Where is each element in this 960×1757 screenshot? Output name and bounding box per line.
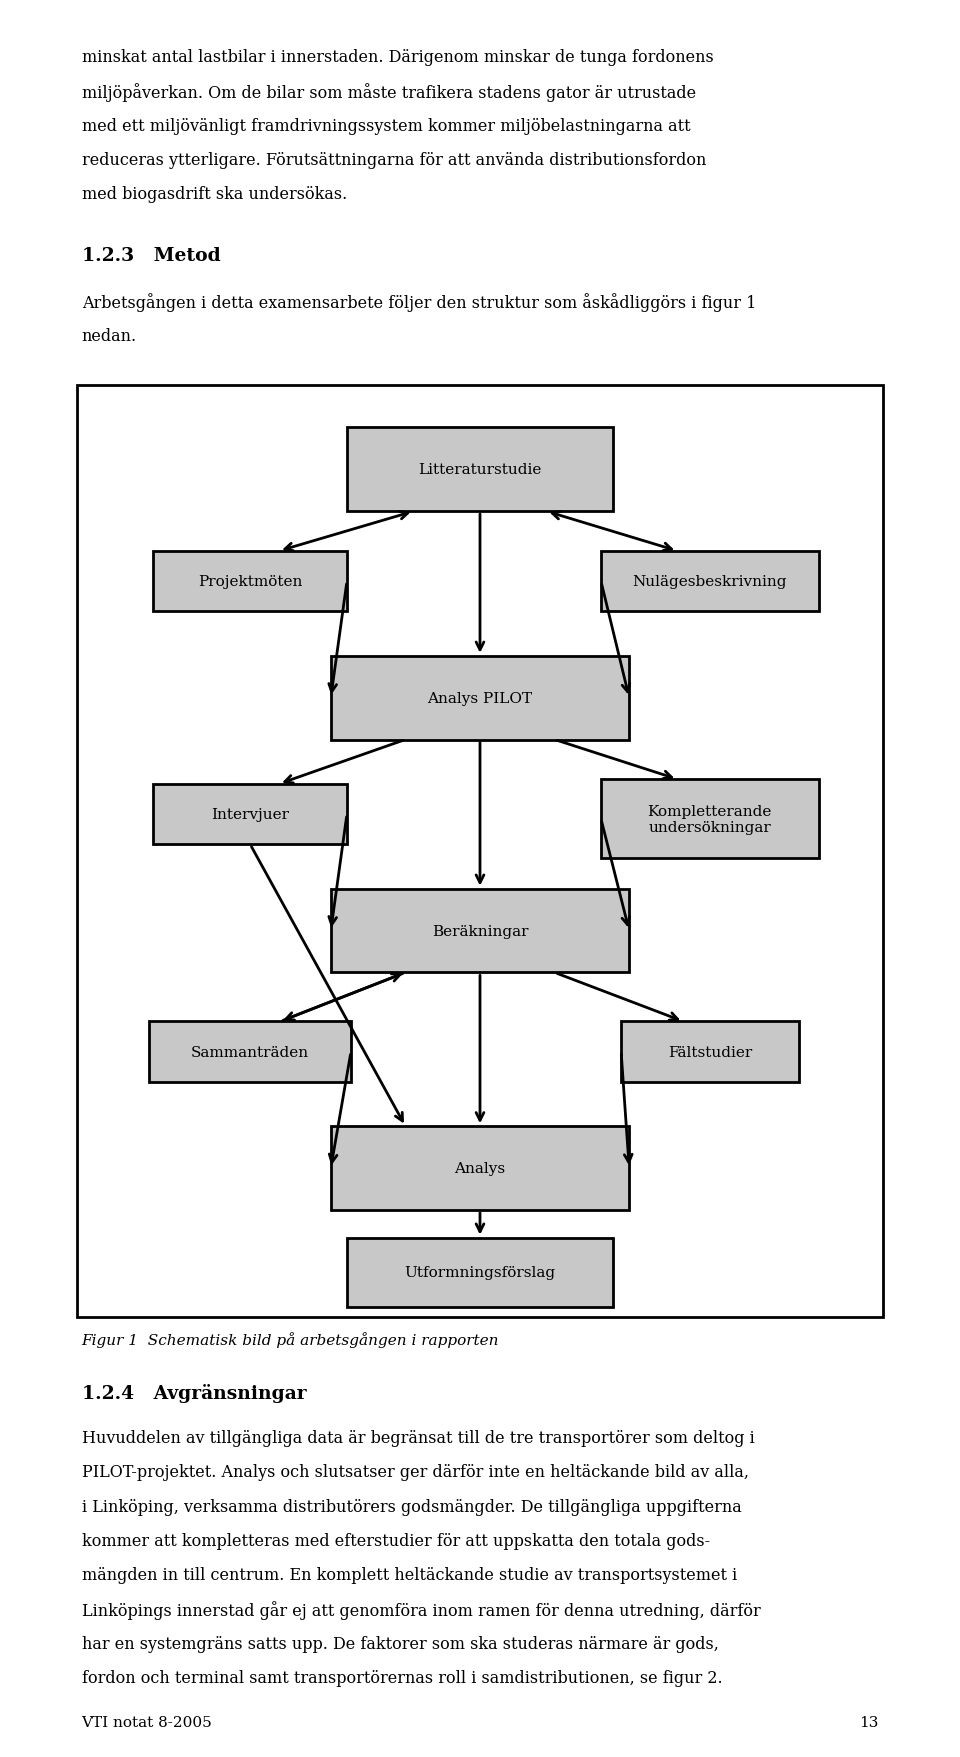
Text: kommer att kompletteras med efterstudier för att uppskatta den totala gods-: kommer att kompletteras med efterstudier… [82,1532,709,1550]
Bar [331,657,629,740]
Text: Projektmöten: Projektmöten [198,575,302,589]
Text: Nulägesbeskrivning: Nulägesbeskrivning [633,575,787,589]
Text: Sammanträden: Sammanträden [191,1045,309,1059]
Text: Figur 1  Schematisk bild på arbetsgången i rapporten: Figur 1 Schematisk bild på arbetsgången … [82,1332,499,1348]
Text: Utformningsförslag: Utformningsförslag [404,1265,556,1279]
Bar [77,387,883,1318]
Bar [154,784,347,845]
Bar [150,1023,351,1082]
Bar [331,1126,629,1211]
Bar [601,780,819,859]
Text: Arbetsgången i detta examensarbete följer den struktur som åskådliggörs i figur : Arbetsgången i detta examensarbete följe… [82,293,756,313]
Bar [347,1239,613,1307]
Bar [154,552,347,611]
Text: VTI notat 8-2005: VTI notat 8-2005 [82,1715,212,1729]
Bar [621,1023,799,1082]
Text: i Linköping, verksamma distributörers godsmängder. De tillgängliga uppgifterna: i Linköping, verksamma distributörers go… [82,1497,741,1515]
Text: Linköpings innerstad går ej att genomföra inom ramen för denna utredning, därför: Linköpings innerstad går ej att genomför… [82,1601,760,1620]
Text: minskat antal lastbilar i innerstaden. Därigenom minskar de tunga fordonens: minskat antal lastbilar i innerstaden. D… [82,49,713,67]
Text: Intervjuer: Intervjuer [211,808,289,822]
Text: 1.2.4   Avgränsningar: 1.2.4 Avgränsningar [82,1383,306,1402]
Bar [601,552,819,611]
Text: har en systemgräns satts upp. De faktorer som ska studeras närmare är gods,: har en systemgräns satts upp. De faktore… [82,1634,718,1652]
Text: reduceras ytterligare. Förutsättningarna för att använda distributionsfordon: reduceras ytterligare. Förutsättningarna… [82,151,706,169]
Text: Analys: Analys [454,1161,506,1175]
Text: mängden in till centrum. En komplett heltäckande studie av transportsystemet i: mängden in till centrum. En komplett hel… [82,1565,737,1583]
Text: PILOT-projektet. Analys och slutsatser ger därför inte en heltäckande bild av al: PILOT-projektet. Analys och slutsatser g… [82,1464,749,1481]
Text: med ett miljövänligt framdrivningssystem kommer miljöbelastningarna att: med ett miljövänligt framdrivningssystem… [82,118,690,135]
Bar [347,429,613,511]
Text: Beräkningar: Beräkningar [432,924,528,938]
Text: Huvuddelen av tillgängliga data är begränsat till de tre transportörer som delto: Huvuddelen av tillgängliga data är begrä… [82,1428,755,1446]
Text: Kompletterande
undersökningar: Kompletterande undersökningar [648,805,772,835]
Text: 1.2.3   Metod: 1.2.3 Metod [82,246,221,265]
Text: fordon och terminal samt transportörernas roll i samdistributionen, se figur 2.: fordon och terminal samt transportörerna… [82,1669,722,1687]
Text: 13: 13 [859,1715,878,1729]
Text: med biogasdrift ska undersökas.: med biogasdrift ska undersökas. [82,186,347,204]
Text: Litteraturstudie: Litteraturstudie [419,464,541,478]
Text: Fältstudier: Fältstudier [668,1045,752,1059]
Text: nedan.: nedan. [82,327,136,344]
Bar [331,889,629,973]
Text: Analys PILOT: Analys PILOT [427,691,533,705]
Text: miljöpåverkan. Om de bilar som måste trafikera stadens gator är utrustade: miljöpåverkan. Om de bilar som måste tra… [82,83,696,102]
